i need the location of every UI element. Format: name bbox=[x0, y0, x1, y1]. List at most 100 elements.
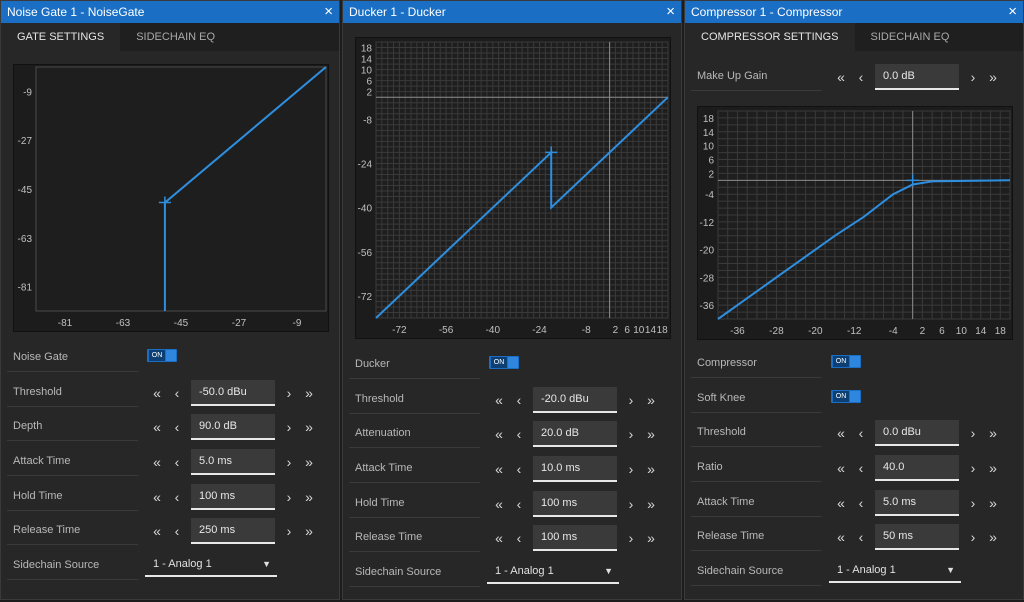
x-tick-label: -40 bbox=[486, 325, 501, 336]
makeup-gain-input[interactable]: 0.0 dB bbox=[875, 64, 959, 90]
hold-time-control: « ‹ 100 ms › » bbox=[147, 484, 319, 510]
fast-increase-icon[interactable]: » bbox=[989, 460, 997, 476]
fast-increase-icon[interactable]: » bbox=[647, 530, 655, 546]
fast-decrease-icon[interactable]: « bbox=[837, 69, 845, 85]
release-time-input[interactable]: 250 ms bbox=[191, 518, 275, 544]
hold-time-input[interactable]: 100 ms bbox=[533, 491, 617, 517]
close-icon[interactable]: × bbox=[666, 3, 675, 20]
decrease-icon[interactable]: ‹ bbox=[516, 496, 522, 512]
fast-decrease-icon[interactable]: « bbox=[837, 460, 845, 476]
fast-increase-icon[interactable]: » bbox=[647, 496, 655, 512]
increase-icon[interactable]: › bbox=[286, 419, 292, 435]
fast-decrease-icon[interactable]: « bbox=[495, 496, 503, 512]
increase-icon[interactable]: › bbox=[286, 454, 292, 470]
ducker-toggle[interactable]: ON bbox=[489, 356, 519, 369]
decrease-icon[interactable]: ‹ bbox=[858, 529, 864, 545]
fast-increase-icon[interactable]: » bbox=[989, 69, 997, 85]
ratio-input[interactable]: 40.0 bbox=[875, 455, 959, 481]
increase-icon[interactable]: › bbox=[970, 529, 976, 545]
attack-time-input[interactable]: 5.0 ms bbox=[875, 490, 959, 516]
decrease-icon[interactable]: ‹ bbox=[858, 495, 864, 511]
fast-increase-icon[interactable]: » bbox=[305, 489, 313, 505]
depth-label: Depth bbox=[7, 412, 138, 441]
increase-icon[interactable]: › bbox=[286, 489, 292, 505]
decrease-icon[interactable]: ‹ bbox=[174, 454, 180, 470]
decrease-icon[interactable]: ‹ bbox=[858, 69, 864, 85]
increase-icon[interactable]: › bbox=[970, 69, 976, 85]
fast-increase-icon[interactable]: » bbox=[305, 419, 313, 435]
fast-decrease-icon[interactable]: « bbox=[153, 489, 161, 505]
decrease-icon[interactable]: ‹ bbox=[858, 425, 864, 441]
hold-time-control: « ‹ 100 ms › » bbox=[489, 491, 661, 517]
decrease-icon[interactable]: ‹ bbox=[516, 426, 522, 442]
fast-decrease-icon[interactable]: « bbox=[153, 454, 161, 470]
fast-increase-icon[interactable]: » bbox=[305, 454, 313, 470]
decrease-icon[interactable]: ‹ bbox=[174, 523, 180, 539]
noise-gate-toggle[interactable]: ON bbox=[147, 349, 177, 362]
fast-decrease-icon[interactable]: « bbox=[153, 385, 161, 401]
fast-decrease-icon[interactable]: « bbox=[153, 419, 161, 435]
decrease-icon[interactable]: ‹ bbox=[516, 461, 522, 477]
increase-icon[interactable]: › bbox=[628, 392, 634, 408]
soft-knee-toggle[interactable]: ON bbox=[831, 390, 861, 403]
compressor-titlebar[interactable]: Compressor 1 - Compressor × bbox=[685, 1, 1023, 23]
tab-gate-settings[interactable]: GATE SETTINGS bbox=[1, 23, 121, 51]
release-time-input[interactable]: 50 ms bbox=[875, 524, 959, 550]
threshold-input[interactable]: -50.0 dBu bbox=[191, 380, 275, 406]
tab-sidechain-eq[interactable]: SIDECHAIN EQ bbox=[136, 31, 216, 43]
sidechain-source-select[interactable]: 1 - Analog 1 ▼ bbox=[145, 553, 277, 577]
decrease-icon[interactable]: ‹ bbox=[174, 489, 180, 505]
attack-time-label: Attack Time bbox=[349, 454, 480, 483]
increase-icon[interactable]: › bbox=[970, 495, 976, 511]
tab-compressor-settings[interactable]: COMPRESSOR SETTINGS bbox=[685, 23, 855, 51]
hold-time-input[interactable]: 100 ms bbox=[191, 484, 275, 510]
tab-sidechain-eq[interactable]: SIDECHAIN EQ bbox=[870, 31, 950, 43]
fast-increase-icon[interactable]: » bbox=[647, 426, 655, 442]
sidechain-source-select[interactable]: 1 - Analog 1 ▼ bbox=[829, 559, 961, 583]
decrease-icon[interactable]: ‹ bbox=[516, 392, 522, 408]
increase-icon[interactable]: › bbox=[970, 425, 976, 441]
ducker-label: Ducker bbox=[349, 350, 480, 379]
increase-icon[interactable]: › bbox=[286, 523, 292, 539]
noise-gate-titlebar[interactable]: Noise Gate 1 - NoiseGate × bbox=[1, 1, 339, 23]
increase-icon[interactable]: › bbox=[286, 385, 292, 401]
increase-icon[interactable]: › bbox=[628, 426, 634, 442]
fast-decrease-icon[interactable]: « bbox=[495, 426, 503, 442]
threshold-input[interactable]: 0.0 dBu bbox=[875, 420, 959, 446]
fast-decrease-icon[interactable]: « bbox=[153, 523, 161, 539]
decrease-icon[interactable]: ‹ bbox=[858, 460, 864, 476]
decrease-icon[interactable]: ‹ bbox=[174, 385, 180, 401]
release-time-input[interactable]: 100 ms bbox=[533, 525, 617, 551]
fast-decrease-icon[interactable]: « bbox=[495, 461, 503, 477]
compressor-toggle[interactable]: ON bbox=[831, 355, 861, 368]
increase-icon[interactable]: › bbox=[628, 461, 634, 477]
decrease-icon[interactable]: ‹ bbox=[516, 530, 522, 546]
fast-increase-icon[interactable]: » bbox=[989, 495, 997, 511]
decrease-icon[interactable]: ‹ bbox=[174, 419, 180, 435]
fast-increase-icon[interactable]: » bbox=[989, 529, 997, 545]
fast-increase-icon[interactable]: » bbox=[989, 425, 997, 441]
attack-time-input[interactable]: 5.0 ms bbox=[191, 449, 275, 475]
fast-increase-icon[interactable]: » bbox=[647, 392, 655, 408]
ducker-titlebar[interactable]: Ducker 1 - Ducker × bbox=[343, 1, 681, 23]
fast-decrease-icon[interactable]: « bbox=[495, 530, 503, 546]
fast-decrease-icon[interactable]: « bbox=[837, 425, 845, 441]
depth-input[interactable]: 90.0 dB bbox=[191, 414, 275, 440]
y-tick-label: 14 bbox=[703, 128, 715, 139]
increase-icon[interactable]: › bbox=[628, 496, 634, 512]
y-tick-label: -8 bbox=[363, 115, 372, 126]
fast-decrease-icon[interactable]: « bbox=[837, 495, 845, 511]
close-icon[interactable]: × bbox=[324, 3, 333, 20]
sidechain-source-select[interactable]: 1 - Analog 1 ▼ bbox=[487, 560, 619, 584]
increase-icon[interactable]: › bbox=[970, 460, 976, 476]
threshold-input[interactable]: -20.0 dBu bbox=[533, 387, 617, 413]
attack-time-input[interactable]: 10.0 ms bbox=[533, 456, 617, 482]
close-icon[interactable]: × bbox=[1008, 3, 1017, 20]
fast-decrease-icon[interactable]: « bbox=[495, 392, 503, 408]
attenuation-input[interactable]: 20.0 dB bbox=[533, 421, 617, 447]
fast-increase-icon[interactable]: » bbox=[647, 461, 655, 477]
fast-increase-icon[interactable]: » bbox=[305, 523, 313, 539]
increase-icon[interactable]: › bbox=[628, 530, 634, 546]
fast-increase-icon[interactable]: » bbox=[305, 385, 313, 401]
fast-decrease-icon[interactable]: « bbox=[837, 529, 845, 545]
